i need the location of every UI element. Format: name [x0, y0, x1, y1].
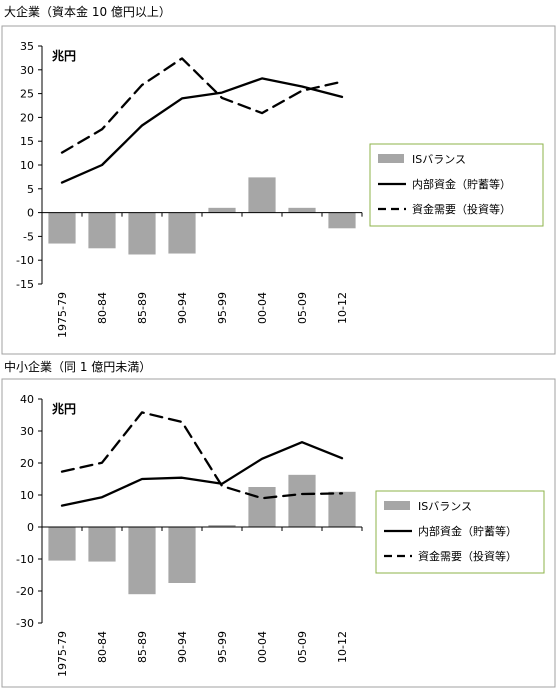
bar — [168, 527, 196, 583]
category-label: 95-99 — [216, 292, 229, 324]
category-label: 05-09 — [296, 292, 309, 324]
legend-label: ISバランス — [418, 500, 472, 513]
category-label: 05-09 — [296, 631, 309, 663]
bar — [48, 527, 76, 561]
category-label: 90-94 — [176, 631, 189, 663]
line-series-savings — [60, 77, 344, 184]
y-tick-label: 0 — [27, 521, 34, 534]
category-label: 1975-79 — [56, 631, 69, 677]
bar — [208, 525, 236, 527]
legend-label: 資金需要（投資等） — [418, 549, 517, 563]
category-label: 10-12 — [336, 631, 349, 663]
line-series-investment — [60, 411, 344, 500]
category-label: 80-84 — [96, 292, 109, 324]
y-tick-label: 5 — [27, 183, 34, 196]
category-label: 00-04 — [256, 292, 269, 324]
line-series-savings — [60, 441, 344, 507]
legend-label: ISバランス — [412, 153, 466, 166]
category-label: 90-94 — [176, 292, 189, 324]
y-tick-label: 15 — [20, 135, 34, 148]
y-tick-label: -30 — [16, 617, 34, 630]
y-tick-label: 10 — [20, 159, 34, 172]
category-label: 1975-79 — [56, 292, 69, 338]
category-label: 00-04 — [256, 631, 269, 663]
bar — [288, 207, 316, 213]
bar — [248, 177, 276, 213]
category-label: 80-84 — [96, 631, 109, 663]
legend-swatch-bar — [384, 501, 410, 510]
y-tick-label: 25 — [20, 88, 34, 101]
unit-label: 兆円 — [52, 48, 76, 63]
bar — [208, 207, 236, 213]
y-tick-label: -10 — [16, 553, 34, 566]
chart-2-title: 中小企業（同 1 億円未満） — [4, 360, 152, 374]
chart-2: 40 30 20 10 0 -10 -20 -30 兆円 1975-79 80-84 85-89 90-… — [1, 378, 556, 688]
category-label: 10-12 — [336, 292, 349, 324]
bar — [48, 212, 76, 244]
y-tick-label: 30 — [20, 64, 34, 77]
y-tick-label: -20 — [16, 585, 34, 598]
y-tick-label: 35 — [20, 40, 34, 53]
unit-label: 兆円 — [52, 401, 76, 416]
bar — [328, 212, 356, 229]
y-tick-label: -10 — [16, 254, 34, 267]
bar — [168, 212, 196, 254]
bar — [328, 491, 356, 527]
y-tick-label: 0 — [27, 207, 34, 220]
chart-1-title: 大企業（資本金 10 億円以上） — [4, 5, 171, 19]
category-label: 85-89 — [136, 292, 149, 324]
bar — [88, 212, 116, 249]
line-series-investment — [60, 57, 344, 154]
chart-1: 35 30 25 20 15 10 5 0 -5 -10 -15 兆円 1975-79 80-84 85-8… — [1, 25, 556, 355]
y-tick-label: 20 — [20, 111, 34, 124]
y-tick-label: 30 — [20, 425, 34, 438]
y-tick-label: -15 — [16, 278, 34, 291]
bar — [248, 487, 276, 527]
y-tick-label: -5 — [23, 230, 34, 243]
bar — [128, 212, 156, 255]
legend-swatch-bar — [378, 154, 404, 163]
category-label: 85-89 — [136, 631, 149, 663]
bar — [128, 527, 156, 595]
y-tick-label: 20 — [20, 457, 34, 470]
y-tick-label: 40 — [20, 393, 34, 406]
y-tick-label: 10 — [20, 489, 34, 502]
legend-label: 内部資金（貯蓄等） — [418, 524, 517, 538]
legend-label: 資金需要（投資等） — [412, 202, 511, 216]
bar — [88, 527, 116, 562]
category-label: 95-99 — [216, 631, 229, 663]
legend-label: 内部資金（貯蓄等） — [412, 177, 511, 191]
bar — [288, 474, 316, 527]
